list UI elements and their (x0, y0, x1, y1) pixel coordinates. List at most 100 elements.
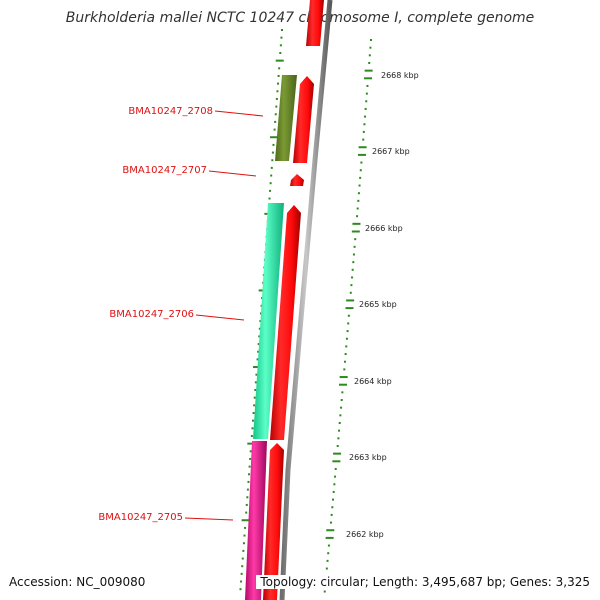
map-title: Burkholderia mallei NCTC 10247 chromosom… (65, 10, 535, 26)
scale-minor-tick (340, 399, 343, 402)
gene-2708-bar (275, 75, 297, 161)
scale-ticks (323, 39, 373, 593)
scale-minor-tick (338, 422, 341, 424)
track-minor-tick (253, 404, 256, 407)
track-minor-tick (242, 549, 245, 552)
feature-2706-red (270, 205, 301, 440)
scale-minor-tick (343, 360, 346, 363)
scale-minor-tick (356, 207, 359, 210)
scale-major-tick (346, 299, 355, 302)
track-minor-tick (273, 128, 276, 131)
track-minor-tick (271, 151, 274, 154)
scale-minor-tick (354, 238, 357, 241)
scale-minor-tick (359, 176, 362, 179)
scale-minor-tick (368, 61, 371, 64)
gene-2705-bar (245, 441, 267, 600)
scale-minor-tick (336, 444, 339, 447)
accession-label: Accession: NC_009080 (9, 575, 146, 589)
gene-label-2706: BMA10247_2706 (109, 309, 194, 320)
scale-minor-tick (327, 544, 330, 547)
track-minor-tick (249, 457, 252, 460)
track-minor-tick (239, 588, 242, 591)
track-minor-tick (246, 496, 249, 499)
scale-minor-tick (323, 590, 326, 593)
scale-major-tick (339, 376, 348, 379)
feature-2705-red (263, 443, 284, 600)
scale-minor-tick (368, 54, 371, 57)
track-minor-tick (249, 450, 252, 453)
track-minor-tick (279, 51, 282, 54)
scale-minor-tick (332, 498, 335, 501)
feature-top-red (306, 0, 324, 46)
scale-minor-tick (352, 261, 355, 264)
chromosome-backbone (279, 0, 333, 600)
track-minor-tick (271, 159, 274, 162)
scale-minor-tick (359, 169, 362, 172)
track-minor-tick (256, 358, 259, 361)
track-minor-tick (247, 480, 250, 483)
track-minor-tick (275, 105, 278, 108)
track-minor-tick (277, 74, 280, 77)
track-minor-tick (270, 166, 273, 169)
track-major-tick (270, 136, 279, 139)
track-minor-tick (248, 465, 251, 468)
scale-minor-tick (364, 115, 367, 118)
scale-major-tick (364, 77, 373, 80)
scale-minor-tick (352, 253, 355, 256)
scale-minor-tick (333, 483, 336, 486)
track-minor-tick (281, 29, 283, 31)
scale-major-tick (351, 230, 360, 233)
scale-major-tick (333, 452, 342, 455)
scale-minor-tick (351, 276, 354, 279)
track-minor-tick (268, 197, 271, 200)
track-minor-tick (241, 565, 244, 568)
scale-label-2665: 2665 kbp (359, 300, 397, 309)
scale-minor-tick (338, 429, 341, 432)
scale-minor-tick (362, 130, 365, 133)
scale-major-tick (332, 460, 341, 463)
track-minor-tick (270, 174, 273, 177)
scale-minor-tick (329, 521, 332, 524)
feature-2708-red (293, 76, 314, 163)
scale-minor-tick (345, 345, 348, 348)
track-minor-tick (278, 67, 281, 70)
scale-major-tick (345, 307, 354, 310)
scale-minor-tick (331, 506, 334, 509)
scale-minor-tick (325, 567, 328, 570)
scale-minor-tick (351, 268, 354, 271)
scale-minor-tick (370, 39, 372, 41)
genome-info: Topology: circular; Length: 3,495,687 bp… (256, 575, 590, 589)
scale-minor-tick (332, 490, 335, 493)
gene-label-2705: BMA10247_2705 (98, 512, 183, 523)
track-minor-tick (254, 381, 257, 384)
scale-major-tick (326, 529, 335, 532)
scale-minor-tick (340, 406, 343, 409)
scale-label-2663: 2663 kbp (349, 453, 387, 462)
scale-minor-tick (339, 414, 342, 417)
scale-minor-tick (347, 322, 350, 325)
scale-minor-tick (326, 559, 329, 562)
scale-minor-tick (369, 46, 372, 49)
track-minor-tick (258, 327, 261, 330)
scale-label-2668: 2668 kbp (381, 71, 419, 80)
gene-2706-bar (253, 203, 284, 439)
scale-minor-tick (362, 138, 365, 141)
track-minor-tick (257, 343, 260, 346)
scale-minor-tick (344, 353, 347, 356)
track-minor-tick (248, 473, 251, 476)
leader-line-2705 (184, 517, 234, 521)
gene-label-2707: BMA10247_2707 (122, 165, 207, 176)
track-minor-tick (246, 488, 249, 491)
leader-line-2707 (208, 170, 257, 177)
scale-label-2666: 2666 kbp (365, 224, 403, 233)
track-minor-tick (243, 534, 246, 537)
scale-minor-tick (357, 199, 360, 202)
scale-minor-tick (337, 437, 340, 440)
scale-major-tick (358, 146, 367, 149)
gene-label-2708: BMA10247_2708 (128, 106, 213, 117)
scale-minor-tick (345, 337, 348, 340)
scale-label-2662: 2662 kbp (346, 530, 384, 539)
scale-minor-tick (334, 467, 337, 470)
track-minor-tick (275, 97, 278, 100)
scale-minor-tick (327, 552, 330, 555)
